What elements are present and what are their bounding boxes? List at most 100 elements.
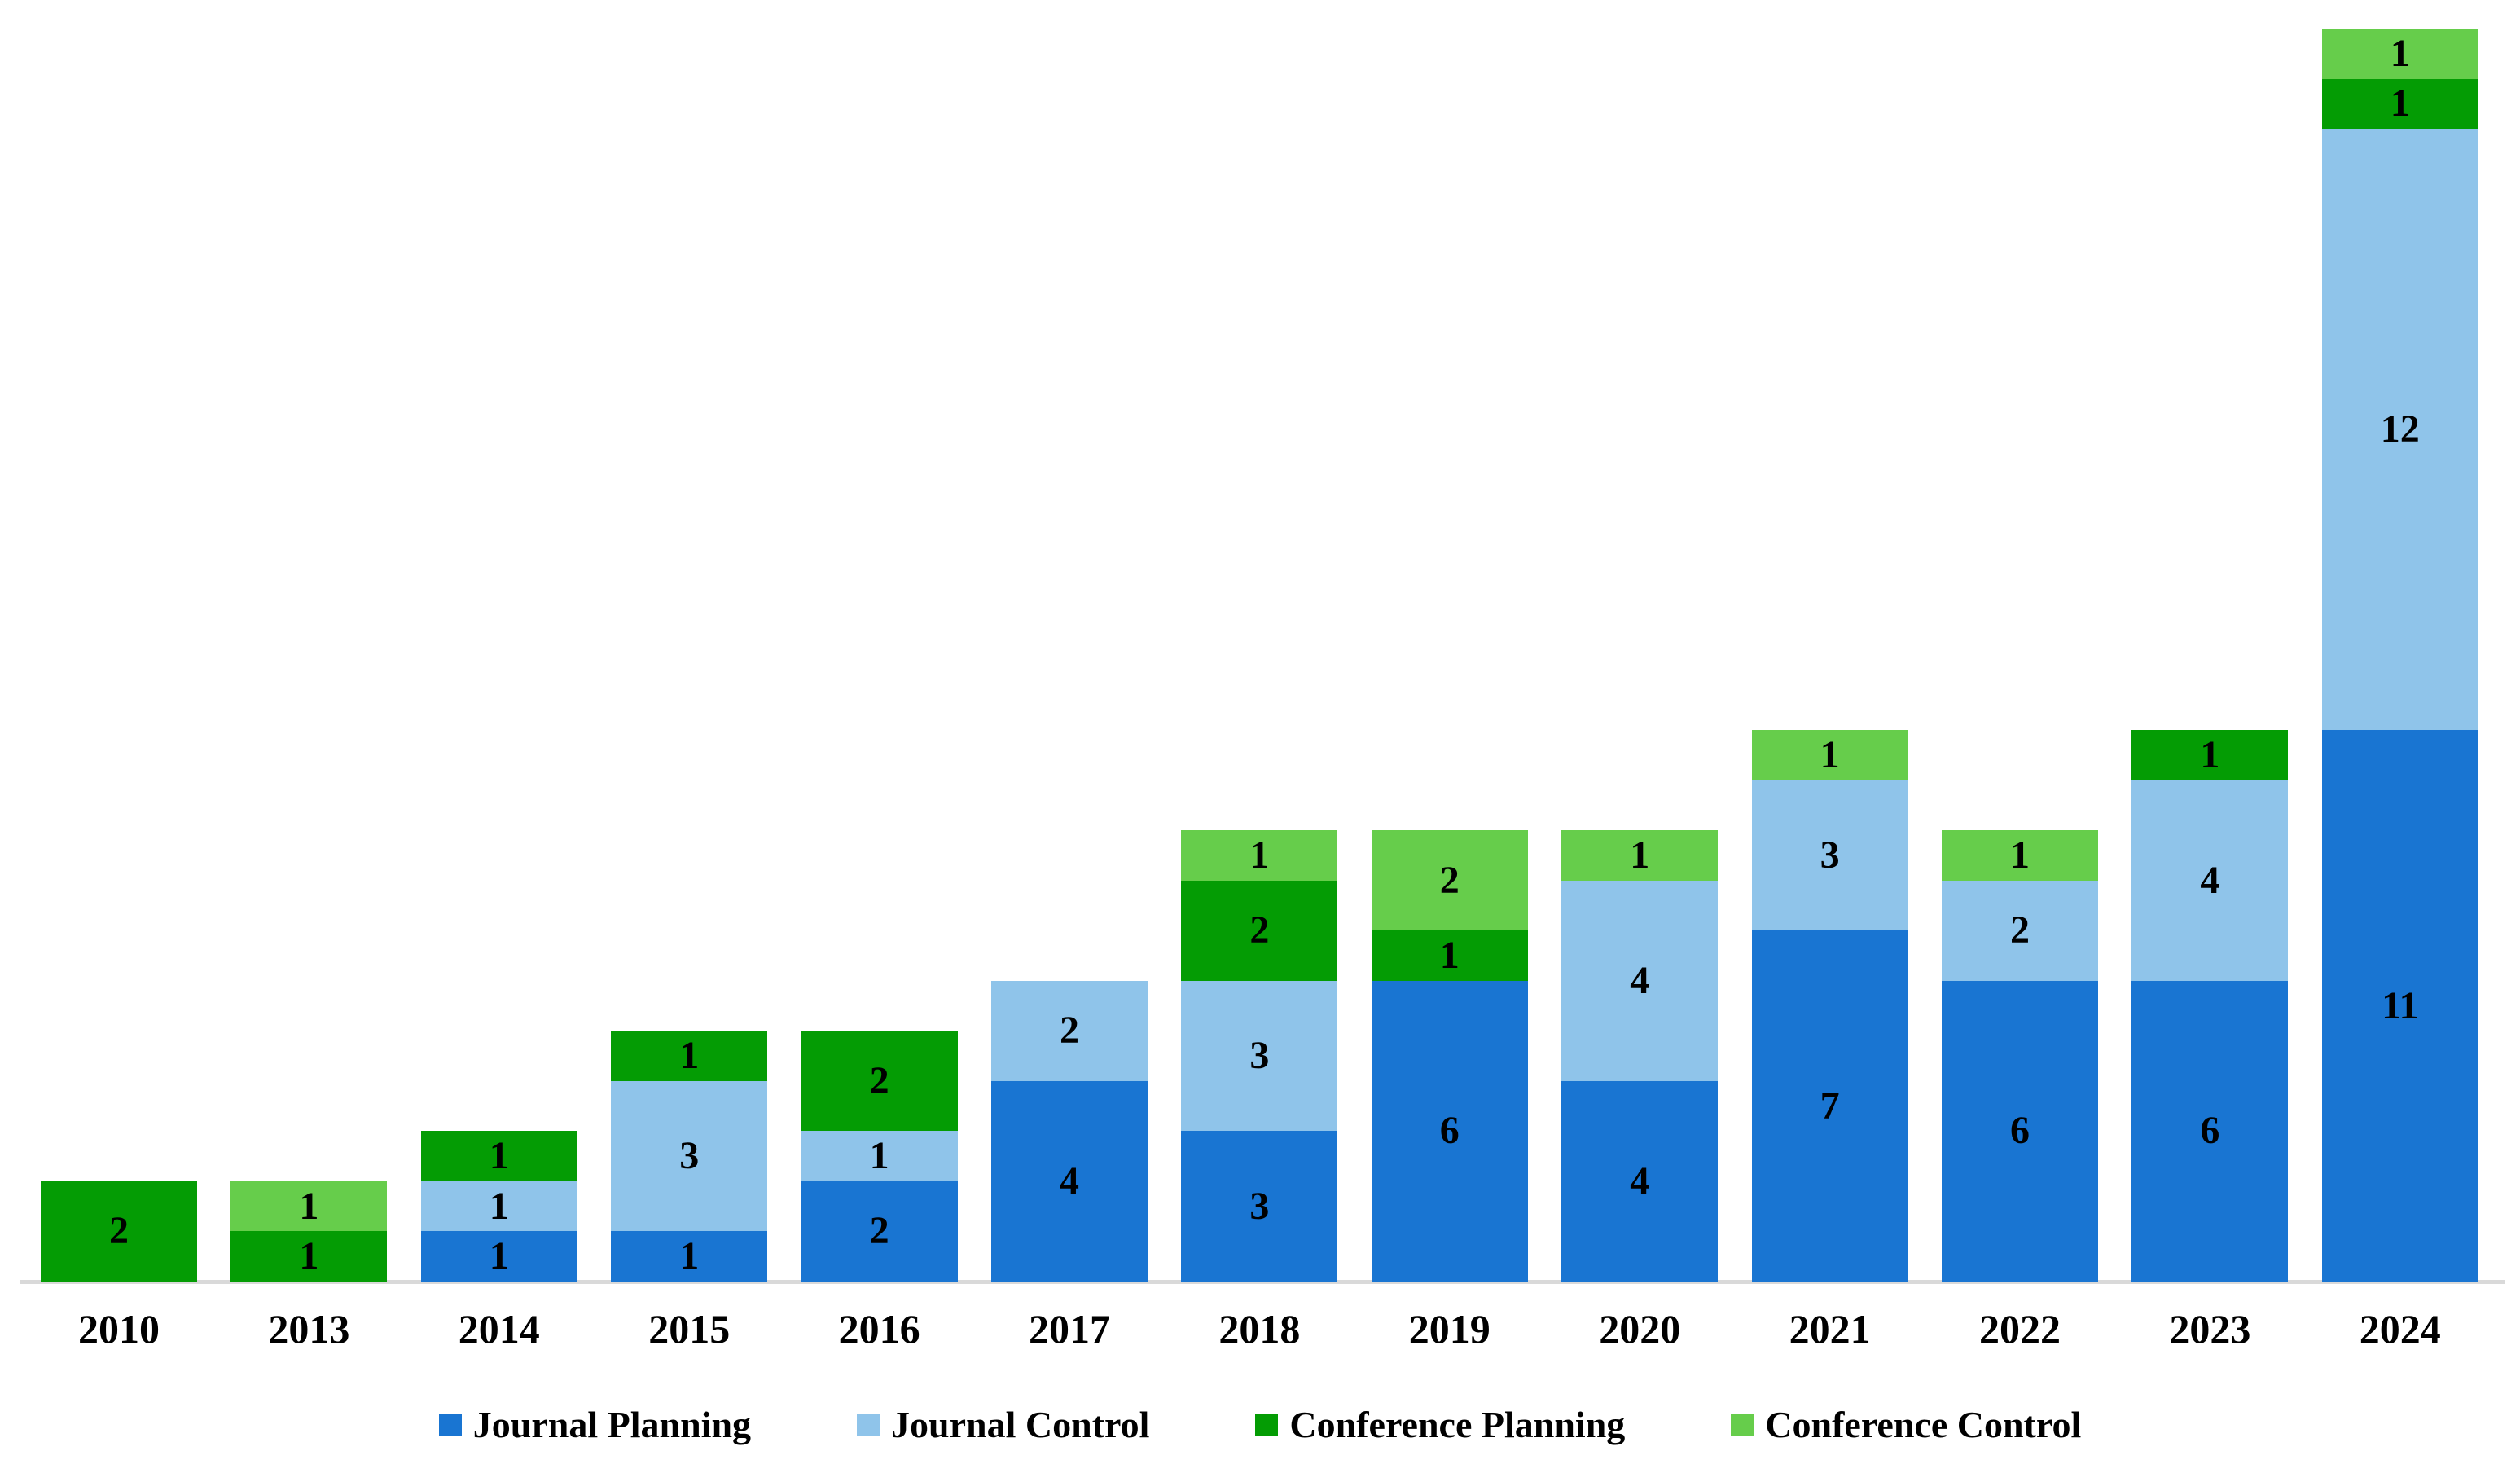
bar-segment-2022-journal-planning: 6	[1942, 980, 2098, 1282]
bar-value-label: 1	[679, 1034, 700, 1078]
bar-segment-2020-conference-control: 1	[1561, 830, 1719, 881]
bar-segment-2017-journal-planning: 4	[991, 1080, 1148, 1282]
bar-segment-2015-conference-planning: 1	[611, 1031, 768, 1081]
bar-segment-2019-conference-control: 2	[1371, 830, 1528, 931]
x-axis-label-2016: 2016	[838, 1306, 920, 1352]
bar-segment-2014-conference-planning: 1	[420, 1131, 577, 1181]
bar-value-label: 3	[1249, 1034, 1270, 1078]
bar-2022: 1 2 6	[1942, 830, 2098, 1282]
x-axis-label-2014: 2014	[458, 1306, 540, 1352]
x-axis-label-2017: 2017	[1029, 1306, 1110, 1352]
bar-segment-2016-journal-control: 1	[801, 1131, 958, 1181]
legend-label: Conference Planning	[1289, 1404, 1626, 1445]
bar-segment-2021-journal-planning: 7	[1751, 930, 1908, 1282]
bar-value-label: 6	[2200, 1109, 2220, 1153]
bar-segment-2013-conference-planning: 1	[230, 1231, 388, 1282]
x-axis-label-2020: 2020	[1599, 1306, 1681, 1352]
bar-segment-2021-conference-control: 1	[1751, 730, 1908, 780]
bar-segment-2015-journal-planning: 1	[611, 1231, 768, 1282]
legend-label: Journal Planning	[472, 1404, 752, 1445]
legend-marker-journal-control-icon	[857, 1413, 880, 1436]
bar-value-label: 3	[679, 1134, 700, 1178]
x-axis-label-2019: 2019	[1408, 1306, 1490, 1352]
bar-2018: 1 2 3 3	[1181, 830, 1338, 1282]
bar-value-label: 4	[1630, 1159, 1650, 1203]
bar-value-label: 4	[1060, 1159, 1079, 1203]
bar-value-label: 4	[2200, 858, 2220, 902]
legend-marker-journal-planning-icon	[438, 1413, 462, 1436]
bar-segment-2024-journal-planning: 11	[2321, 730, 2478, 1282]
bar-value-label: 2	[2010, 908, 2030, 952]
bar-segment-2023-journal-control: 4	[2131, 780, 2289, 981]
bar-value-label: 1	[1249, 833, 1270, 877]
bar-value-label: 1	[2200, 733, 2220, 777]
bar-2021: 1 3 7	[1751, 730, 1908, 1282]
bar-segment-2020-journal-control: 4	[1561, 880, 1719, 1081]
bar-value-label: 2	[1249, 908, 1270, 952]
bar-value-label: 1	[1630, 833, 1650, 877]
bar-value-label: 6	[1439, 1109, 1460, 1153]
x-axis-label-2015: 2015	[648, 1306, 731, 1352]
bar-segment-2018-conference-planning: 2	[1181, 880, 1338, 981]
x-axis-line	[20, 1280, 2505, 1284]
x-axis-label-2023: 2023	[2169, 1306, 2251, 1352]
bar-2014: 1 1 1	[420, 1131, 577, 1282]
bar-segment-2024-journal-control: 12	[2321, 129, 2478, 731]
bar-segment-2010-conference-planning: 2	[41, 1181, 197, 1282]
bar-value-label: 2	[869, 1209, 889, 1253]
bar-value-label: 7	[1820, 1084, 1840, 1128]
bar-segment-2024-conference-planning: 1	[2321, 78, 2478, 130]
bar-segment-2017-journal-control: 2	[991, 980, 1148, 1081]
bar-value-label: 1	[299, 1234, 319, 1278]
bar-value-label: 2	[109, 1209, 129, 1253]
bar-2015: 1 3 1	[611, 1031, 768, 1282]
bar-value-label: 2	[1060, 1009, 1079, 1053]
x-axis-label-2013: 2013	[268, 1306, 350, 1352]
bar-value-label: 2	[869, 1058, 889, 1102]
legend-item-conference-planning: Conference Planning	[1255, 1403, 1625, 1446]
bar-value-label: 1	[2010, 833, 2030, 877]
bar-value-label: 1	[2390, 31, 2410, 75]
x-axis-label-2018: 2018	[1218, 1306, 1301, 1352]
bar-segment-2022-conference-control: 1	[1942, 830, 2098, 881]
bar-value-label: 1	[1820, 733, 1840, 777]
bar-segment-2019-conference-planning: 1	[1371, 930, 1528, 981]
bar-segment-2018-journal-control: 3	[1181, 980, 1338, 1132]
legend-item-journal-planning: Journal Planning	[438, 1403, 752, 1446]
legend-label: Journal Control	[891, 1404, 1150, 1445]
bar-segment-2023-journal-planning: 6	[2131, 980, 2289, 1282]
bar-value-label: 1	[489, 1184, 509, 1228]
bar-2016: 2 1 2	[801, 1031, 958, 1282]
legend-label: Conference Control	[1765, 1404, 2082, 1445]
bar-value-label: 1	[489, 1234, 509, 1278]
bar-segment-2018-conference-control: 1	[1181, 830, 1338, 881]
bar-value-label: 12	[2380, 407, 2420, 451]
bar-segment-2019-journal-planning: 6	[1371, 980, 1528, 1282]
bar-segment-2020-journal-planning: 4	[1561, 1080, 1719, 1282]
bar-segment-2024-conference-control: 1	[2321, 29, 2478, 79]
legend-marker-conference-planning-icon	[1255, 1413, 1279, 1436]
bar-segment-2016-conference-planning: 2	[801, 1031, 958, 1132]
bar-value-label: 11	[2382, 983, 2419, 1027]
bar-value-label: 3	[1820, 833, 1840, 877]
x-axis-label-2010: 2010	[78, 1306, 160, 1352]
bar-2020: 1 4 4	[1561, 830, 1719, 1282]
bar-segment-2021-journal-control: 3	[1751, 780, 1908, 931]
bar-segment-2018-journal-planning: 3	[1181, 1131, 1338, 1282]
bar-segment-2016-journal-planning: 2	[801, 1181, 958, 1282]
bar-value-label: 2	[1439, 858, 1460, 902]
bar-value-label: 1	[869, 1134, 889, 1178]
bar-value-label: 1	[1439, 934, 1460, 978]
x-axis-label-2024: 2024	[2359, 1306, 2441, 1352]
bar-segment-2022-journal-control: 2	[1942, 880, 2098, 981]
bar-value-label: 1	[2390, 81, 2410, 125]
bar-2019: 2 1 6	[1371, 830, 1528, 1282]
bar-2010: 2	[41, 1181, 197, 1282]
x-axis-label-2022: 2022	[1979, 1306, 2061, 1352]
bar-segment-2014-journal-control: 1	[420, 1181, 577, 1232]
bar-2024: 1 1 12 11	[2321, 29, 2478, 1282]
bar-segment-2015-journal-control: 3	[611, 1080, 768, 1232]
